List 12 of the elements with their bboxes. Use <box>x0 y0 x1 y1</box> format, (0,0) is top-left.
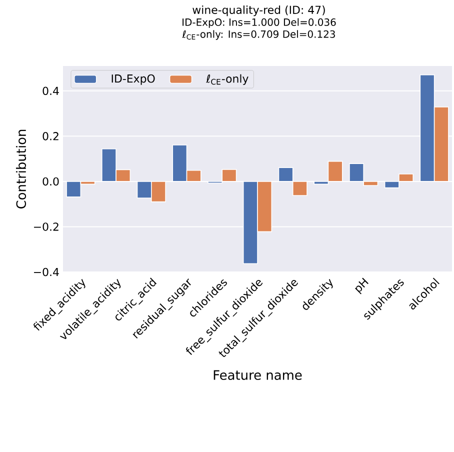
text: ℓ$_{CE}$-only: Ins=0.709 Del=0.123 <box>182 30 335 40</box>
y-tick-label: 0.2 <box>42 132 58 140</box>
y-tick-label: 0.0 <box>42 177 59 186</box>
legend-label: ID-ExpO <box>112 74 155 85</box>
y-tick-label: −0.2 <box>34 222 58 231</box>
x-axis-title: Feature name <box>214 370 302 380</box>
y-axis-title: Contribution <box>16 130 26 208</box>
legend-label: ℓ$_{CE}$-only <box>206 74 248 85</box>
chart-title: wine-quality-red (ID: 47) <box>192 6 325 16</box>
y-tick-label: 0.4 <box>42 86 59 96</box>
chart-subtitle: ID-ExpO: Ins=1.000 Del=0.036 <box>182 18 336 28</box>
y-tick-label: −0.4 <box>34 268 59 276</box>
